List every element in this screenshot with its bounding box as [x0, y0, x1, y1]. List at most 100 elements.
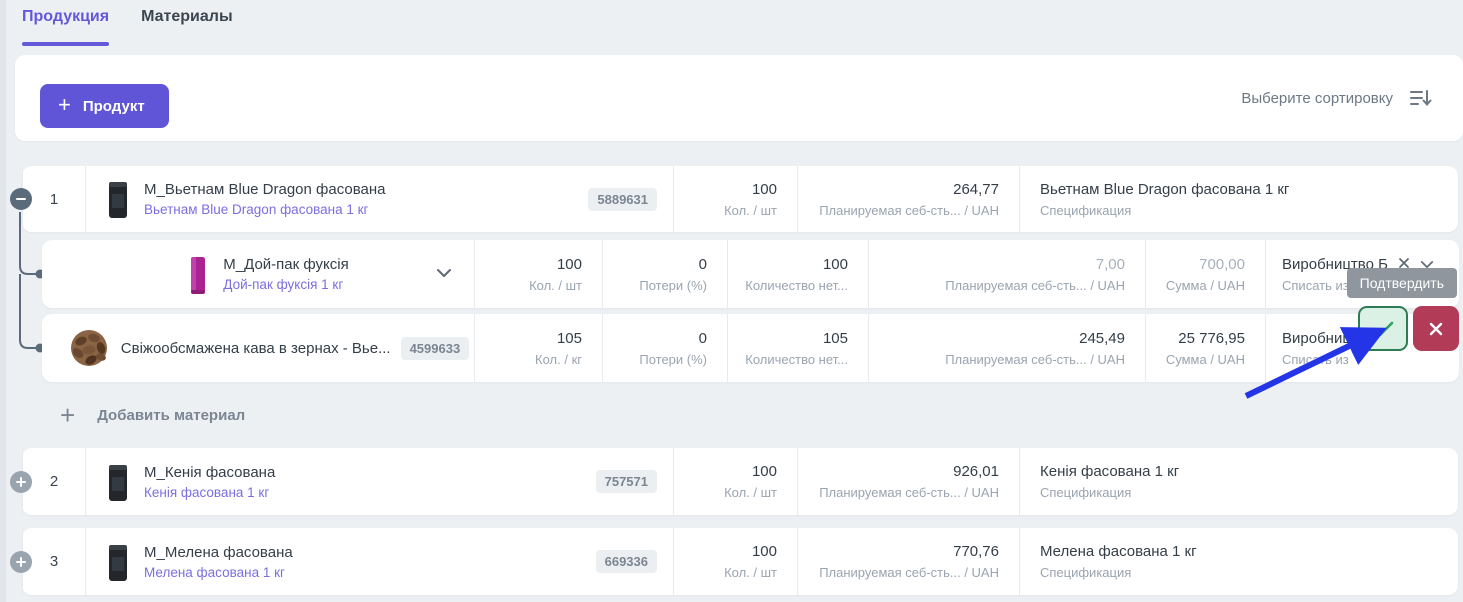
check-icon [1372, 321, 1394, 336]
qty-value: 105 [556, 329, 582, 347]
material-image [70, 330, 107, 366]
close-icon [1429, 322, 1443, 335]
material-row-1: М_Дой-пак фуксія Дой-пак фуксія 1 кг 100… [42, 240, 1459, 308]
losses-cell[interactable]: 0 Потери (%) [602, 314, 727, 382]
planned-cost-cell: 770,76 Планируемая себ-сть... / UAH [797, 528, 1019, 595]
qty-value: 100 [751, 180, 777, 198]
material-title: М_Дой-пак фуксія [223, 256, 349, 273]
net-qty-value: 100 [822, 255, 848, 273]
product-title: М_Кенія фасована [144, 463, 276, 481]
planned-cost-value: 245,49 [1079, 329, 1125, 347]
planned-cost-label: Планируемая себ-сть... / UAH [819, 202, 999, 218]
product-image [109, 544, 127, 581]
tab-materials-label: Материалы [141, 8, 233, 25]
qty-value: 100 [556, 255, 582, 273]
planned-cost-cell: 926,01 Планируемая себ-сть... / UAH [797, 448, 1019, 515]
expand-row-button[interactable] [10, 470, 32, 493]
product-row-3: 3 М_Мелена фасована Мелена фасована 1 кг… [10, 528, 1458, 595]
tab-products-label: Продукция [22, 8, 110, 25]
net-qty-label: Количество нет... [745, 277, 848, 293]
product-image [109, 182, 127, 218]
specification-cell[interactable]: Кенія фасована 1 кг Спецификация [1019, 448, 1458, 515]
planned-cost-value: 264,77 [953, 180, 999, 198]
add-material-button[interactable]: + Добавить материал [60, 402, 245, 428]
clear-icon[interactable] [1398, 256, 1410, 273]
qty-label: Кол. / кг [535, 351, 582, 367]
product-row-2: 2 М_Кенія фасована Кенія фасована 1 кг 7… [10, 448, 1458, 515]
planned-cost-value: 7,00 [1095, 255, 1125, 273]
planned-cost-label: Планируемая себ-сть... / UAH [819, 565, 999, 580]
planned-cost-label: Планируемая себ-сть... / UAH [945, 277, 1125, 293]
product-link[interactable]: Вьетнам Blue Dragon фасована 1 кг [144, 202, 369, 217]
qty-cell[interactable]: 100 Кол. / шт [673, 448, 797, 515]
material-title: Свіжообсмажена кава в зернах - Вье... [120, 339, 391, 357]
material-link[interactable]: Дой-пак фуксія 1 кг [223, 277, 344, 292]
net-qty-cell[interactable]: 100 Количество нет... [727, 240, 868, 308]
losses-label: Потери (%) [639, 277, 707, 293]
chevron-down-icon[interactable] [436, 268, 452, 278]
losses-value: 0 [698, 329, 707, 347]
net-qty-value: 105 [822, 329, 848, 347]
plus-icon [16, 476, 26, 487]
minus-icon [16, 198, 26, 200]
sum-cell: 700,00 Сумма / UAH [1145, 240, 1265, 308]
specification-title: Кенія фасована 1 кг [1040, 463, 1180, 480]
product-image [109, 464, 127, 501]
specification-label: Спецификация [1040, 565, 1132, 580]
add-product-label: Продукт [82, 97, 145, 115]
tab-bar: Продукция Материалы [22, 8, 233, 46]
add-material-label: Добавить материал [97, 406, 246, 424]
qty-label: Кол. / шт [529, 277, 582, 293]
writeoff-label: Списать из [1282, 351, 1349, 367]
tab-materials[interactable]: Материалы [141, 8, 233, 38]
tab-products[interactable]: Продукция [22, 8, 110, 46]
confirm-button[interactable] [1358, 306, 1408, 351]
qty-label: Кол. / шт [724, 565, 777, 580]
product-name-cell[interactable]: М_Кенія фасована Кенія фасована 1 кг 757… [85, 448, 673, 515]
qty-cell[interactable]: 100 Кол. / шт [474, 240, 602, 308]
qty-cell[interactable]: 100 Кол. / шт [673, 166, 797, 232]
net-qty-cell[interactable]: 105 Количество нет... [727, 314, 868, 382]
product-code-badge: 669336 [595, 550, 657, 573]
material-row-2: Свіжообсмажена кава в зернах - Вье... 45… [42, 314, 1459, 382]
qty-label: Кол. / шт [724, 485, 777, 500]
chevron-down-icon[interactable] [1420, 260, 1434, 269]
material-name-cell[interactable]: М_Дой-пак фуксія Дой-пак фуксія 1 кг [42, 240, 474, 308]
material-image [191, 257, 206, 294]
qty-value: 100 [751, 543, 777, 560]
collapse-row-button[interactable] [10, 188, 32, 210]
product-code-badge: 5889631 [588, 187, 657, 211]
add-product-button[interactable]: + Продукт [40, 84, 169, 128]
sum-value: 700,00 [1199, 255, 1245, 273]
row-number-value: 3 [49, 553, 59, 570]
specification-cell[interactable]: Вьетнам Blue Dragon фасована 1 кг Специф… [1019, 166, 1458, 232]
planned-cost-value: 770,76 [953, 543, 999, 560]
planned-cost-label: Планируемая себ-сть... / UAH [945, 351, 1125, 367]
material-name-cell[interactable]: Свіжообсмажена кава в зернах - Вье... 45… [42, 314, 474, 382]
plus-icon: + [60, 400, 76, 430]
losses-value: 0 [698, 255, 707, 273]
planned-cost-cell: 264,77 Планируемая себ-сть... / UAH [797, 166, 1019, 232]
sort-icon [1410, 90, 1432, 107]
material-code-badge: 4599633 [400, 336, 470, 360]
expand-row-button[interactable] [10, 550, 32, 573]
sum-label: Сумма / UAH [1165, 277, 1245, 293]
specification-cell[interactable]: Мелена фасована 1 кг Спецификация [1019, 528, 1458, 595]
row-number-value: 2 [49, 473, 59, 490]
sum-cell: 25 776,95 Сумма / UAH [1145, 314, 1265, 382]
specification-title: Мелена фасована 1 кг [1040, 543, 1197, 560]
product-link[interactable]: Кенія фасована 1 кг [144, 484, 270, 500]
qty-cell[interactable]: 100 Кол. / шт [673, 528, 797, 595]
cancel-button[interactable] [1413, 306, 1459, 351]
product-link[interactable]: Мелена фасована 1 кг [144, 564, 285, 580]
losses-label: Потери (%) [639, 351, 707, 367]
sort-select[interactable]: Выберите сортировку [1241, 55, 1433, 141]
row-number-value: 1 [49, 190, 59, 208]
losses-cell[interactable]: 0 Потери (%) [602, 240, 727, 308]
product-name-cell[interactable]: М_Вьетнам Blue Dragon фасована Вьетнам B… [85, 166, 673, 232]
qty-cell[interactable]: 105 Кол. / кг [474, 314, 602, 382]
confirm-tooltip: Подтвердить [1346, 268, 1457, 298]
specification-label: Спецификация [1040, 202, 1132, 218]
product-title: М_Вьетнам Blue Dragon фасована [144, 181, 386, 198]
product-name-cell[interactable]: М_Мелена фасована Мелена фасована 1 кг 6… [85, 528, 673, 595]
